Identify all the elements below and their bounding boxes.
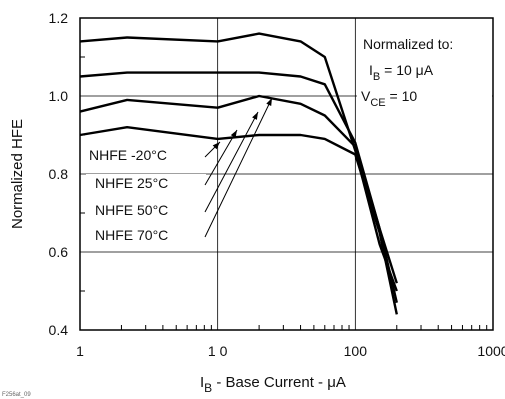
series-lines: [79, 32, 398, 315]
note-box-bg: [357, 32, 492, 104]
y-tick-label: 0.4: [49, 322, 69, 338]
x-tick-label: 100: [344, 343, 368, 359]
x-tick-label: 1: [76, 343, 84, 359]
tick-labels: 1 1 0 100 1000 0.4 0.6 0.8 1.0 1.2: [49, 10, 505, 359]
legend-label-bg: [86, 174, 206, 193]
legend-label-bg: [86, 226, 206, 245]
legend-label-bg: [86, 201, 206, 220]
legend-arrow: [204, 111, 259, 213]
x-axis-title: IB - Base Current - μA: [200, 374, 346, 395]
y-tick-label: 0.8: [49, 166, 69, 182]
y-tick-label: 0.6: [49, 244, 69, 260]
series-line: [79, 126, 398, 315]
legend-arrowhead: [212, 142, 220, 150]
legend-label: NHFE 70°C: [95, 227, 168, 243]
x-tick-label: 1000: [477, 343, 505, 359]
series-line: [79, 32, 398, 292]
legend-label: NHFE 50°C: [95, 202, 168, 218]
figure-code: F256at_09: [2, 392, 31, 398]
legend-label: NHFE -20°C: [89, 147, 167, 163]
note-line-1: Normalized to:: [363, 36, 453, 52]
note-line-3: VCE = 10: [361, 88, 417, 109]
y-axis-title: Normalized HFE: [9, 119, 26, 229]
legend-arrow: [204, 129, 238, 186]
legend-arrows: NHFE -20°C NHFE 25°C NHFE 50°C NHFE 70°C: [86, 97, 273, 245]
plot-frame: [79, 17, 494, 331]
legend-label-bg: [86, 146, 206, 165]
legend-arrowhead: [266, 98, 272, 106]
legend-arrow: [204, 97, 273, 238]
series-line: [79, 94, 398, 303]
x-tick-label: 1 0: [208, 343, 228, 359]
y-tick-label: 1.0: [49, 88, 69, 104]
legend-arrowhead: [230, 130, 237, 138]
legend-arrowhead: [252, 112, 258, 120]
minor-ticks: [80, 56, 488, 330]
legend-label: NHFE 25°C: [95, 175, 168, 191]
y-tick-label: 1.2: [49, 10, 69, 26]
note-line-2: IB = 10 μA: [369, 62, 434, 83]
